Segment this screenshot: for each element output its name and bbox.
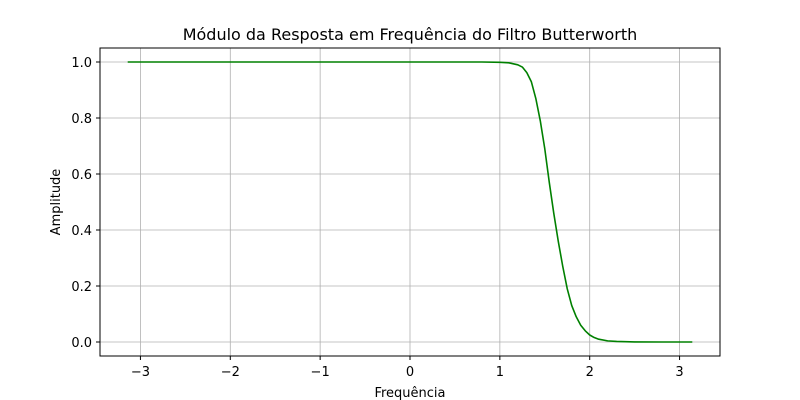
y-tick-label: 1.0	[71, 56, 92, 71]
chart-title: Módulo da Resposta em Frequência do Filt…	[183, 25, 638, 44]
y-tick-label: 0.2	[71, 280, 92, 295]
y-tick-label: 0.8	[71, 112, 92, 127]
y-tick-label: 0.4	[71, 224, 92, 239]
ticks: −3 −2 −1 0 1 2 3 0.0 0.2 0.4 0.6 0.8 1.0	[71, 56, 683, 380]
y-axis-label: Amplitude	[49, 169, 64, 236]
x-tick-label: −2	[221, 365, 240, 380]
x-axis-label: Frequência	[374, 386, 445, 400]
x-tick-label: −1	[311, 365, 330, 380]
y-tick-label: 0.6	[71, 168, 92, 183]
series-line	[127, 61, 693, 343]
x-tick-label: 1	[496, 365, 504, 380]
x-tick-label: 0	[406, 365, 414, 380]
x-tick-label: 3	[675, 365, 683, 380]
y-tick-label: 0.0	[71, 336, 92, 351]
x-tick-label: 2	[586, 365, 594, 380]
series-layer	[127, 61, 693, 343]
x-tick-label: −3	[131, 365, 150, 380]
